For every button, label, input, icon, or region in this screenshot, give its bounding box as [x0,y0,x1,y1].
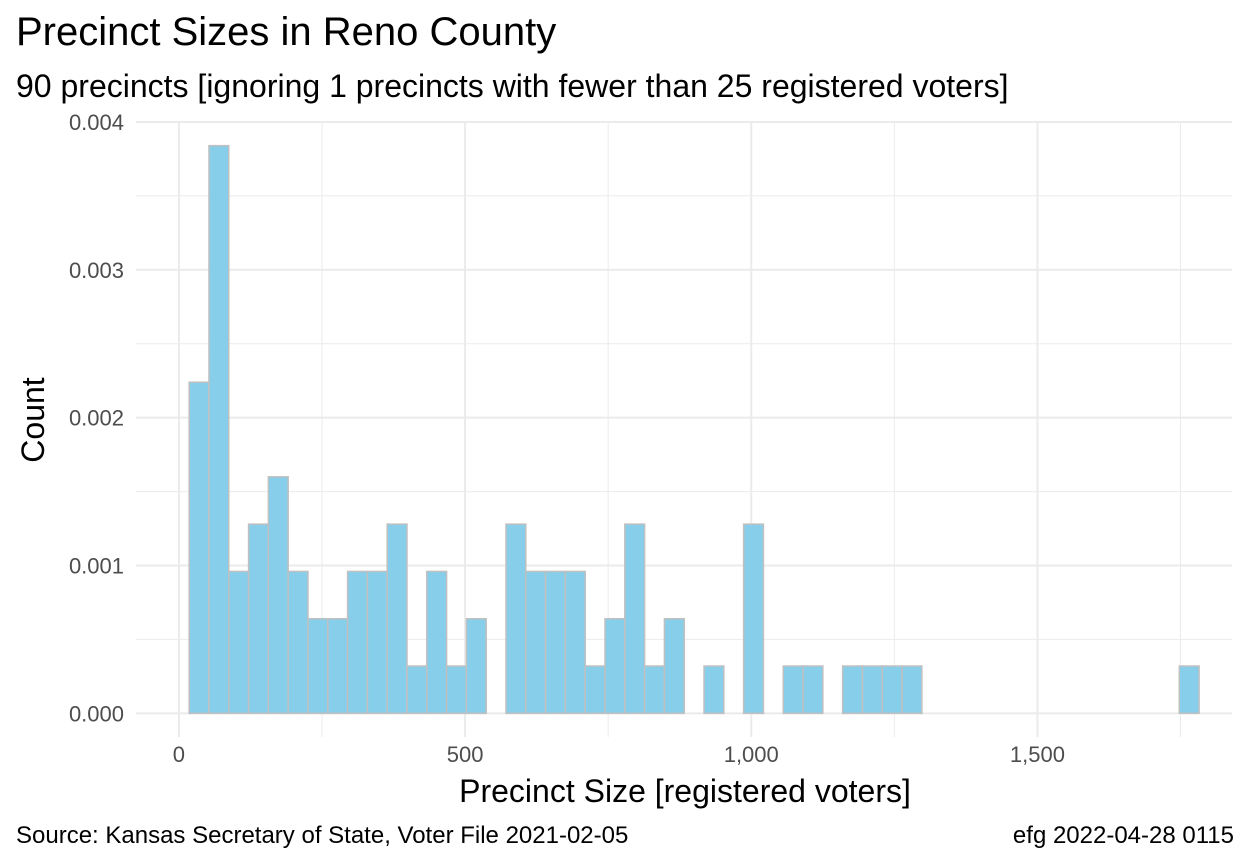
x-tick-label: 1,500 [1010,742,1065,767]
histogram-bar [544,570,567,715]
histogram-bar [505,523,527,715]
histogram-bar [663,617,685,715]
histogram-bar [445,665,468,715]
y-tick-label: 0.001 [69,554,124,579]
histogram-bar [307,617,329,715]
y-tick-label: 0.003 [69,258,124,283]
histogram-bar [841,665,864,715]
y-tick-label: 0.000 [69,701,124,726]
histogram-bar [366,570,388,715]
x-tick-label: 1,000 [724,742,779,767]
histogram-bar [643,665,666,715]
y-tick-label: 0.004 [69,110,124,135]
y-axis-title: Count [15,377,51,463]
histogram-bar [881,665,903,715]
histogram-bar [861,665,884,715]
histogram-bar [346,570,369,715]
histogram-bar [525,570,547,715]
histogram-bars [188,144,1200,715]
histogram-bar [604,617,626,715]
histogram-bar [465,617,487,715]
histogram-bar [406,665,428,715]
y-tick-label: 0.002 [69,406,124,431]
histogram-bar [188,381,210,715]
x-tick-label: 500 [447,742,484,767]
x-axis-title: Precinct Size [registered voters] [459,773,911,809]
histogram-bar [703,665,725,715]
histogram-bar [782,665,804,715]
histogram-bar [426,570,448,715]
histogram-bar [327,617,349,715]
histogram-bar [1178,665,1200,715]
chart-title: Precinct Sizes in Reno County [16,10,557,54]
histogram-bar [247,523,270,715]
timestamp-caption: efg 2022-04-28 0115 [1012,822,1234,849]
histogram-bar [742,523,765,715]
histogram-bar [287,570,309,715]
histogram-bar [228,570,250,715]
histogram-bar [208,144,230,715]
histogram-bar [901,665,923,715]
histogram-bar [564,570,586,715]
histogram-bar [386,523,408,715]
histogram-bar [267,476,289,715]
x-tick-label: 0 [173,742,185,767]
chart-subtitle: 90 precincts [ignoring 1 precincts with … [16,68,1009,104]
tick-labels: 0 500 1,000 1,500 0.000 0.001 0.002 0.003 0.004 [69,110,1065,767]
source-caption: Source: Kansas Secretary of State, Voter… [16,822,629,849]
histogram-bar [802,665,824,715]
histogram-bar [584,665,606,715]
histogram-bar [624,523,646,715]
